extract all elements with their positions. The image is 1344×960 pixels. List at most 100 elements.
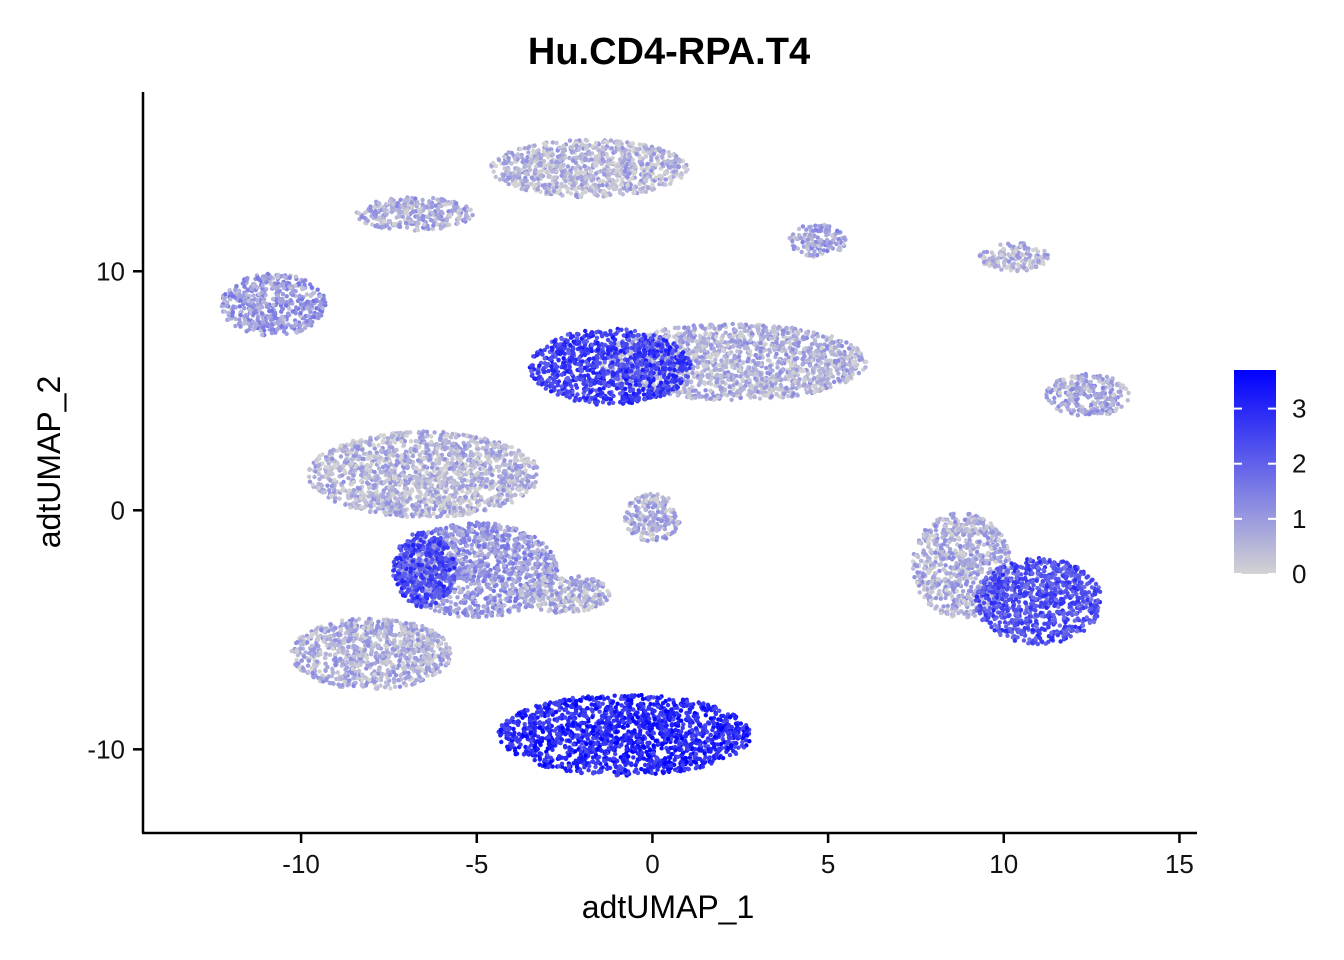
data-point (403, 454, 408, 459)
data-point (388, 462, 394, 467)
data-point (490, 485, 495, 490)
data-point (525, 560, 530, 565)
data-point (586, 768, 591, 773)
data-point (312, 474, 317, 480)
data-point (414, 501, 419, 507)
data-point (388, 441, 393, 446)
data-point (328, 622, 333, 627)
data-point (461, 508, 466, 513)
data-point (379, 626, 384, 631)
data-point (416, 562, 422, 568)
data-point (400, 660, 406, 666)
data-point (468, 581, 474, 587)
data-point (510, 561, 516, 566)
data-point (531, 465, 536, 471)
data-point (713, 711, 719, 717)
data-point (323, 655, 328, 661)
data-point (402, 670, 407, 676)
data-point (458, 588, 463, 593)
data-point (434, 527, 439, 532)
data-point (427, 479, 432, 484)
data-point (493, 441, 498, 447)
data-point (436, 442, 441, 448)
data-point (387, 672, 393, 678)
data-point (468, 482, 474, 488)
data-point (474, 559, 479, 565)
data-point (322, 489, 328, 495)
data-point (305, 663, 311, 668)
data-point (380, 653, 386, 659)
data-point (332, 652, 338, 657)
data-point (534, 561, 540, 566)
data-point (448, 600, 454, 605)
data-points (219, 137, 1131, 778)
data-point (436, 574, 441, 579)
data-point (434, 514, 440, 520)
data-point (483, 454, 489, 459)
data-point (406, 459, 411, 464)
data-point (484, 477, 490, 482)
data-point (517, 576, 522, 581)
data-point (453, 562, 458, 567)
data-point (532, 757, 537, 763)
data-point (423, 485, 428, 490)
data-point (395, 645, 400, 650)
data-point (465, 613, 470, 618)
data-point (486, 551, 492, 557)
data-point (359, 683, 365, 688)
data-point (365, 462, 370, 468)
data-point (411, 596, 416, 601)
data-point (474, 520, 480, 525)
data-point (399, 648, 405, 653)
data-point (387, 659, 392, 665)
data-point (477, 485, 482, 491)
data-point (326, 470, 332, 475)
data-point (424, 510, 429, 516)
data-point (380, 494, 385, 499)
data-point (449, 448, 454, 453)
data-point (465, 458, 471, 463)
data-point (507, 533, 512, 538)
data-point (470, 458, 476, 463)
data-point (420, 623, 425, 629)
data-point (468, 434, 473, 439)
data-point (504, 497, 510, 503)
plot-title: Hu.CD4-RPA.T4 (528, 31, 810, 73)
data-point (309, 634, 314, 639)
data-point (349, 493, 354, 499)
data-point (426, 665, 431, 670)
data-point (426, 637, 431, 643)
data-point (372, 661, 378, 666)
data-point (314, 629, 319, 635)
data-point (335, 670, 340, 675)
data-point (435, 639, 440, 644)
data-point (319, 627, 324, 633)
data-point (354, 463, 359, 468)
data-point (433, 663, 439, 668)
data-point (461, 432, 466, 437)
data-point (490, 528, 496, 533)
data-point (566, 738, 571, 743)
data-point (443, 563, 449, 569)
data-point (443, 557, 448, 562)
data-point (324, 457, 329, 462)
data-point (347, 488, 352, 493)
data-point (513, 492, 518, 498)
data-point (504, 718, 510, 723)
data-point (475, 470, 480, 476)
data-point (470, 479, 475, 484)
data-point (413, 444, 418, 449)
data-point (684, 759, 689, 764)
data-point (358, 440, 364, 445)
data-point (426, 506, 432, 512)
data-point (360, 456, 365, 462)
data-point (535, 556, 540, 562)
data-point (396, 571, 402, 576)
data-point (458, 472, 463, 477)
data-point (452, 609, 457, 614)
data-point (384, 456, 389, 461)
data-point (468, 559, 473, 564)
data-point (387, 449, 392, 455)
data-point (461, 610, 466, 616)
data-point (364, 440, 369, 445)
